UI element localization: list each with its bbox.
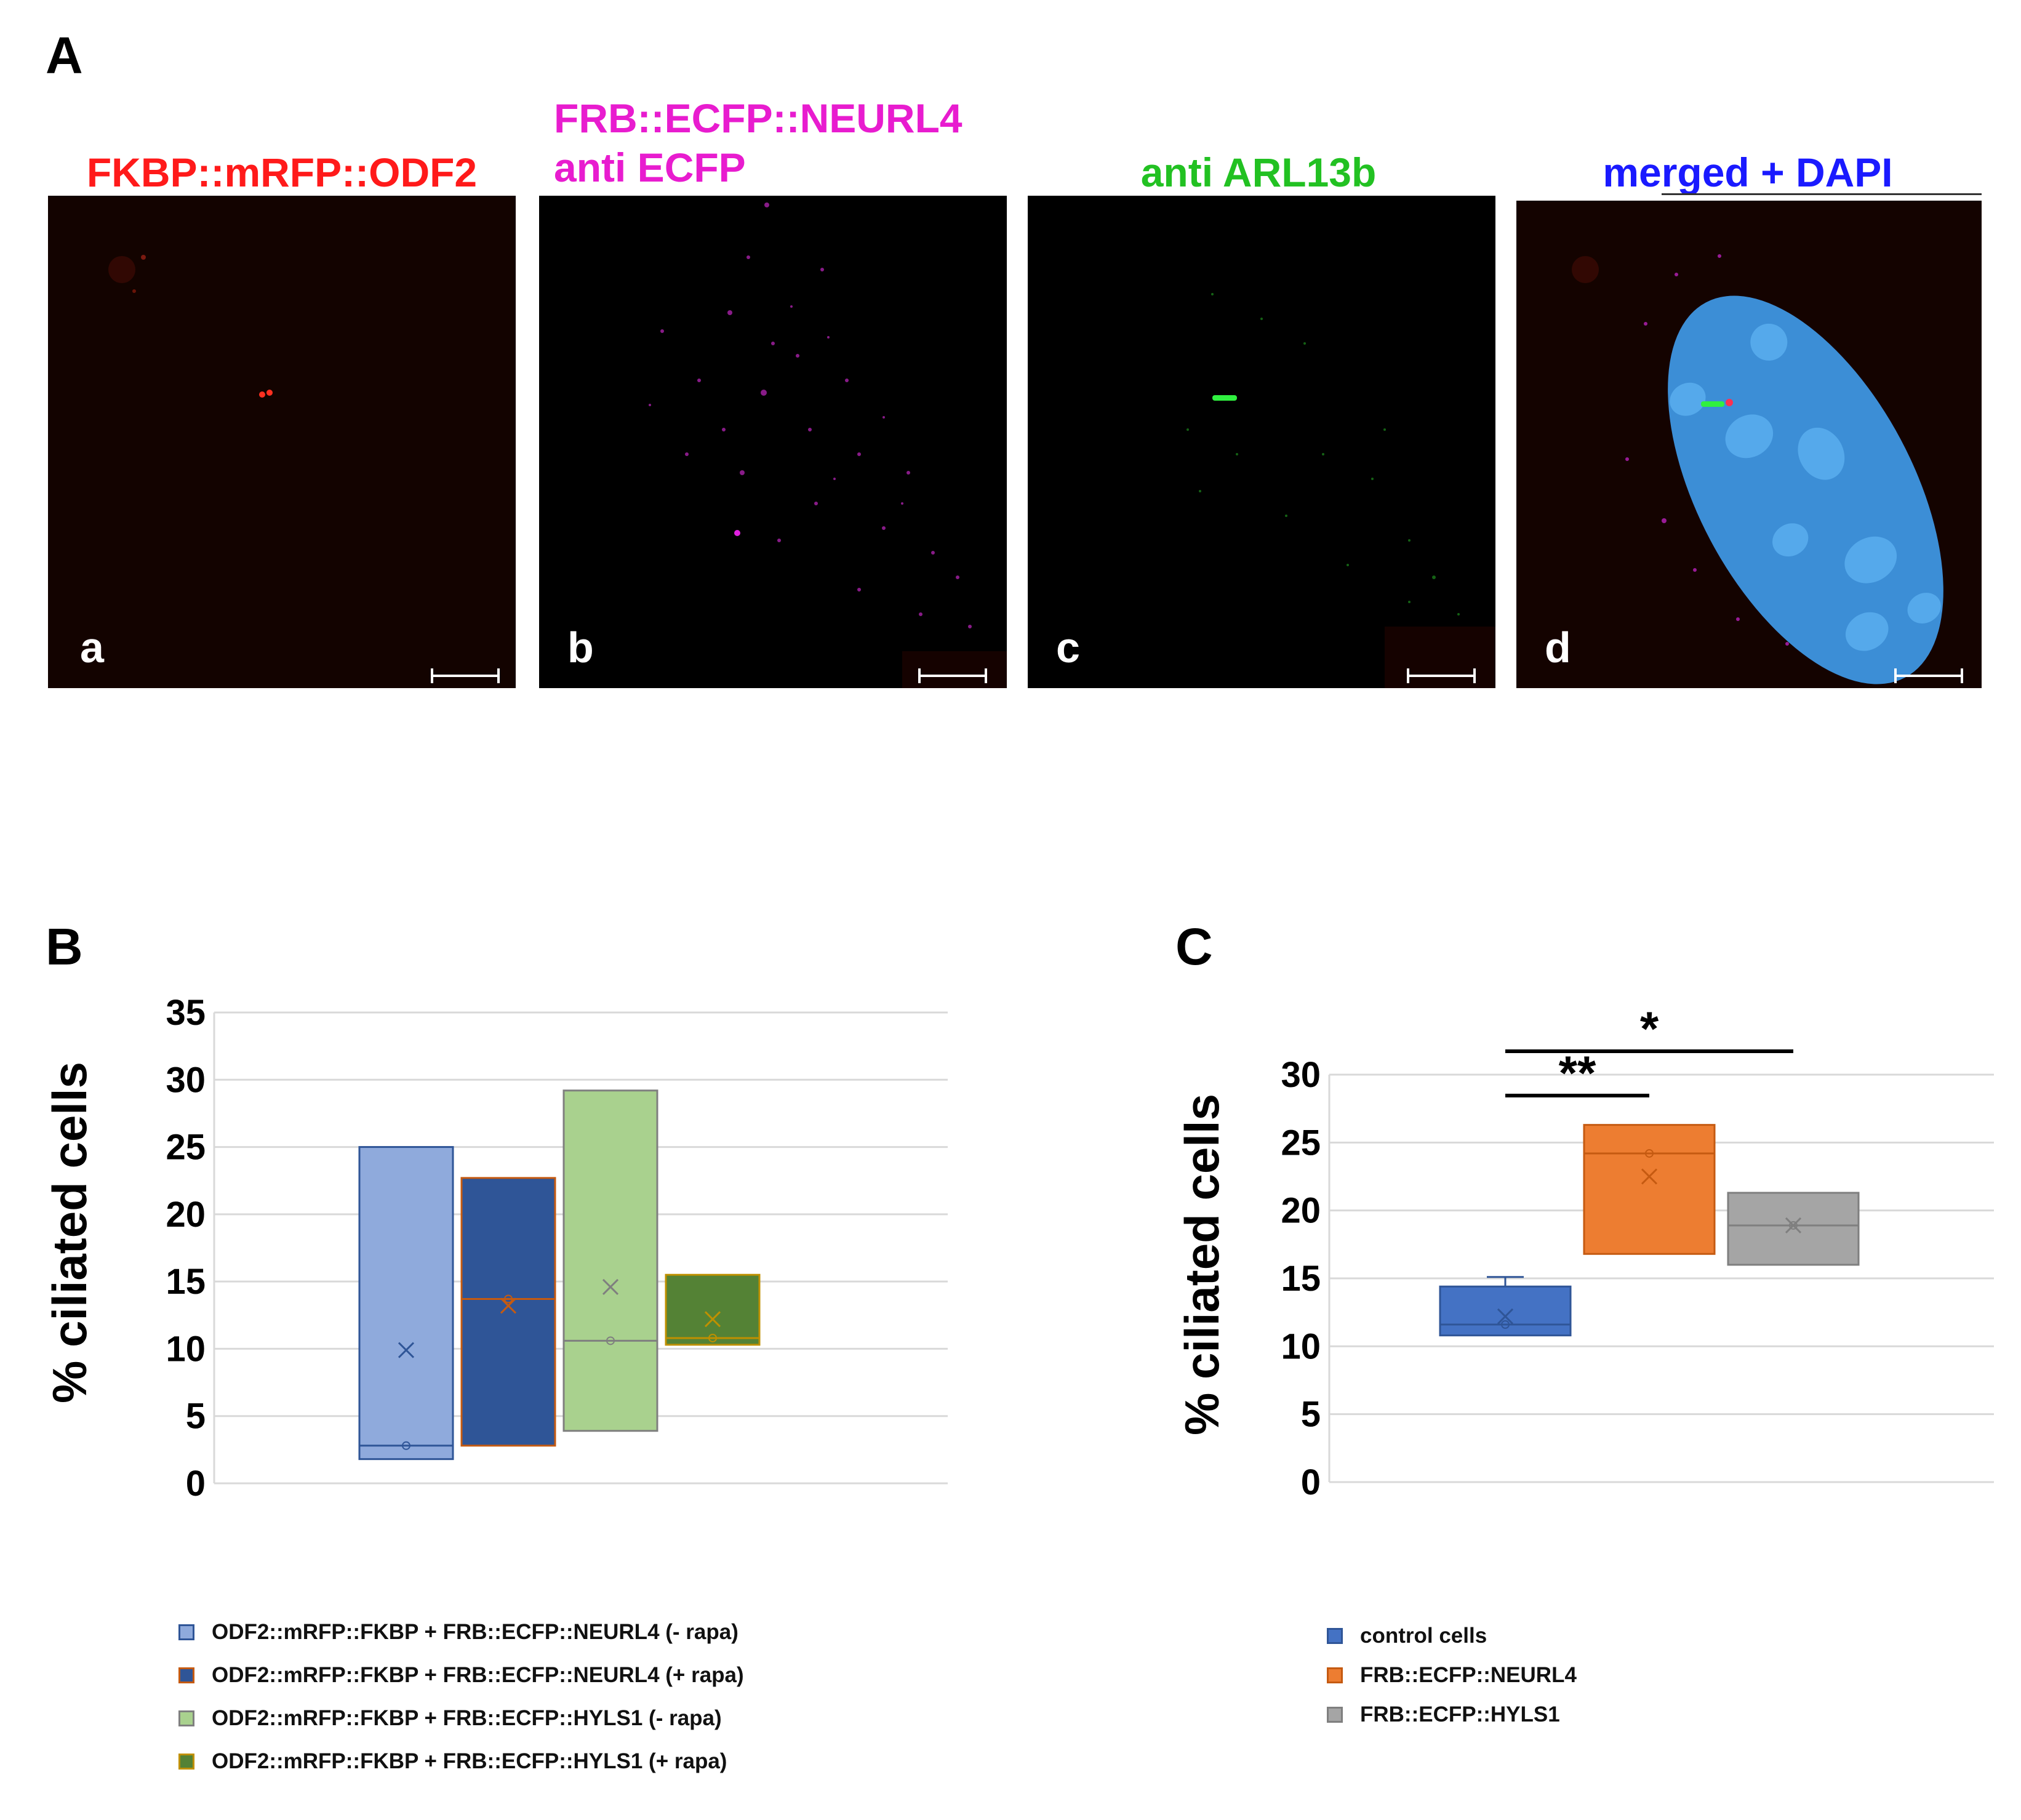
chart-b-box-1 (460, 1177, 556, 1447)
legend-b-item-2: ODF2::mRFP::FKBP + FRB::ECFP::HYLS1 (- r… (178, 1705, 744, 1732)
chart-b-median-marker-3 (708, 1333, 717, 1342)
micrograph-b (539, 196, 1007, 688)
legend-b-label-3: ODF2::mRFP::FKBP + FRB::ECFP::HYLS1 (+ r… (212, 1749, 727, 1773)
legend-c-swatch-1 (1327, 1667, 1343, 1683)
chart-b-ytick-label: 15 (166, 1262, 206, 1302)
image-title-b: FRB::ECFP::NEURL4 anti ECFP (542, 94, 1009, 192)
panel-letter-b: B (46, 918, 83, 976)
legend-b-label-2: ODF2::mRFP::FKBP + FRB::ECFP::HYLS1 (- r… (212, 1706, 722, 1730)
chart-b-ytick-label: 35 (166, 993, 206, 1033)
chart-b-mean-marker-3 (704, 1311, 721, 1328)
chart-b-box-0 (358, 1146, 454, 1461)
legend-c-swatch-0 (1327, 1628, 1343, 1644)
chart-b-box-2 (562, 1089, 658, 1432)
panel-letter-c: C (1175, 918, 1213, 976)
panel-letter-a: A (46, 26, 83, 84)
chart-b-mean-marker-1 (500, 1297, 517, 1314)
image-title-c: anti ARL13b (1025, 149, 1492, 196)
chart-c-mean-marker-1 (1641, 1168, 1658, 1185)
chart-b-median-marker-1 (504, 1294, 513, 1304)
legend-b-swatch-3 (178, 1754, 194, 1770)
legend-b-label-1: ODF2::mRFP::FKBP + FRB::ECFP::NEURL4 (+ … (212, 1663, 744, 1687)
image-title-b-line1: FRB::ECFP::NEURL4 (554, 95, 962, 141)
micrograph-c (1028, 196, 1495, 688)
chart-b-ytick-label: 25 (166, 1128, 206, 1168)
image-title-a-line1: FKBP::mRFP::ODF2 (86, 150, 478, 195)
chart-c-significance-label-1: * (1640, 1001, 1659, 1056)
chart-c-median-marker-0 (1501, 1320, 1510, 1329)
legend-c-item-1: FRB::ECFP::NEURL4 (1327, 1662, 1577, 1689)
legend-c-item-0: control cells (1327, 1622, 1577, 1650)
chart-b-box-3 (665, 1273, 761, 1346)
chart-c-ytick-label: 5 (1301, 1395, 1321, 1435)
chart-b-median-marker-0 (402, 1441, 410, 1450)
micrograph-b-label: b (567, 623, 594, 671)
chart-c-mean-marker-0 (1497, 1308, 1514, 1325)
micrograph-b-svg (539, 196, 1007, 688)
chart-c-box-1 (1583, 1124, 1716, 1255)
legend-b-swatch-2 (178, 1710, 194, 1726)
micrograph-d-svg (1516, 201, 1982, 688)
micrograph-d-label: d (1545, 623, 1571, 671)
image-title-d-line1: merged + DAPI (1603, 150, 1893, 195)
chart-c-significance-label-0: ** (1559, 1046, 1596, 1100)
image-title-c-line1: anti ARL13b (1140, 150, 1377, 195)
chart-b-ytick-label: 0 (186, 1464, 206, 1502)
scale-bar-d (1894, 668, 1963, 683)
micrograph-c-label: c (1056, 623, 1080, 671)
legend-c-item-2: FRB::ECFP::HYLS1 (1327, 1701, 1577, 1728)
chart-c-ytick-label: 10 (1281, 1326, 1321, 1366)
scale-bar-b (918, 668, 987, 683)
scale-bar-c (1407, 668, 1476, 683)
legend-b-swatch-0 (178, 1624, 194, 1640)
chart-b-ytick-label: 20 (166, 1195, 206, 1235)
chart-c-mean-marker-2 (1785, 1217, 1802, 1234)
legend-c-label-0: control cells (1360, 1624, 1487, 1648)
legend-b-label-0: ODF2::mRFP::FKBP + FRB::ECFP::NEURL4 (- … (212, 1620, 738, 1644)
chart-b-ytick-label: 30 (166, 1060, 206, 1100)
chart-c-legend: control cells FRB::ECFP::NEURL4 FRB::ECF… (1327, 1622, 1577, 1741)
legend-b-item-3: ODF2::mRFP::FKBP + FRB::ECFP::HYLS1 (+ r… (178, 1748, 744, 1775)
image-title-d: merged + DAPI (1514, 149, 1982, 196)
micrograph-d (1516, 201, 1982, 688)
scale-bar-a (431, 668, 500, 683)
legend-c-label-1: FRB::ECFP::NEURL4 (1360, 1663, 1577, 1687)
micrograph-a-svg (48, 196, 516, 688)
title-rule-d (1662, 193, 1982, 195)
legend-c-swatch-2 (1327, 1707, 1343, 1723)
image-title-b-line2: anti ECFP (554, 145, 746, 190)
chart-b: 0 5 10 15 20 25 30 35 (166, 993, 948, 1502)
chart-c-median-marker-2 (1789, 1221, 1798, 1230)
legend-b-item-1: ODF2::mRFP::FKBP + FRB::ECFP::NEURL4 (+ … (178, 1662, 744, 1689)
chart-c-ytick-label: 20 (1281, 1191, 1321, 1231)
chart-b-mean-marker-0 (398, 1342, 415, 1358)
chart-c-ytick-label: 25 (1281, 1123, 1321, 1163)
image-title-a: FKBP::mRFP::ODF2 (48, 149, 516, 196)
chart-c-box-0 (1439, 1285, 1572, 1337)
chart-b-ytick-label: 10 (166, 1329, 206, 1369)
chart-c-ytick-label: 0 (1301, 1462, 1321, 1502)
chart-b-legend: ODF2::mRFP::FKBP + FRB::ECFP::NEURL4 (- … (178, 1619, 744, 1791)
micrograph-c-svg (1028, 196, 1495, 688)
chart-c-median-marker-1 (1645, 1149, 1654, 1158)
micrograph-a-label: a (80, 623, 104, 671)
legend-b-swatch-1 (178, 1667, 194, 1683)
chart-c-ytick-label: 15 (1281, 1259, 1321, 1299)
micrograph-a (48, 196, 516, 688)
chart-b-median-marker-2 (606, 1336, 615, 1345)
chart-c-ytick-label: 30 (1281, 1055, 1321, 1095)
legend-c-label-2: FRB::ECFP::HYLS1 (1360, 1702, 1560, 1726)
legend-b-item-0: ODF2::mRFP::FKBP + FRB::ECFP::NEURL4 (- … (178, 1619, 744, 1646)
chart-b-mean-marker-2 (602, 1278, 619, 1295)
chart-b-ytick-label: 5 (186, 1397, 206, 1437)
